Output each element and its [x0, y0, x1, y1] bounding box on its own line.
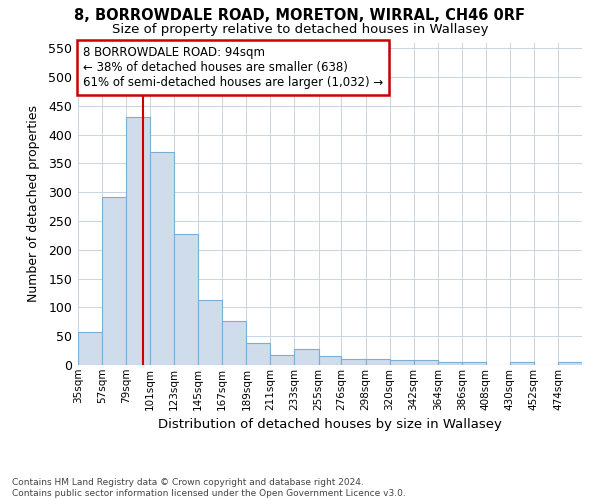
Bar	[223, 321, 247, 365]
Bar	[389, 360, 413, 365]
Bar	[295, 350, 319, 365]
X-axis label: Distribution of detached houses by size in Wallasey: Distribution of detached houses by size …	[158, 418, 502, 431]
Text: 8, BORROWDALE ROAD, MORETON, WIRRAL, CH46 0RF: 8, BORROWDALE ROAD, MORETON, WIRRAL, CH4…	[74, 8, 526, 22]
Bar	[247, 343, 271, 365]
Bar	[271, 355, 295, 365]
Text: Contains HM Land Registry data © Crown copyright and database right 2024.
Contai: Contains HM Land Registry data © Crown c…	[12, 478, 406, 498]
Bar	[413, 360, 437, 365]
Bar	[341, 359, 365, 365]
Bar	[174, 234, 198, 365]
Bar	[510, 362, 534, 365]
Bar	[319, 356, 341, 365]
Bar	[126, 118, 150, 365]
Bar	[198, 300, 223, 365]
Bar	[102, 197, 126, 365]
Bar	[462, 362, 486, 365]
Bar	[365, 359, 389, 365]
Text: 8 BORROWDALE ROAD: 94sqm
← 38% of detached houses are smaller (638)
61% of semi-: 8 BORROWDALE ROAD: 94sqm ← 38% of detach…	[83, 46, 383, 88]
Bar	[558, 362, 582, 365]
Bar	[437, 362, 462, 365]
Text: Size of property relative to detached houses in Wallasey: Size of property relative to detached ho…	[112, 22, 488, 36]
Bar	[150, 152, 174, 365]
Bar	[78, 332, 102, 365]
Y-axis label: Number of detached properties: Number of detached properties	[27, 106, 40, 302]
